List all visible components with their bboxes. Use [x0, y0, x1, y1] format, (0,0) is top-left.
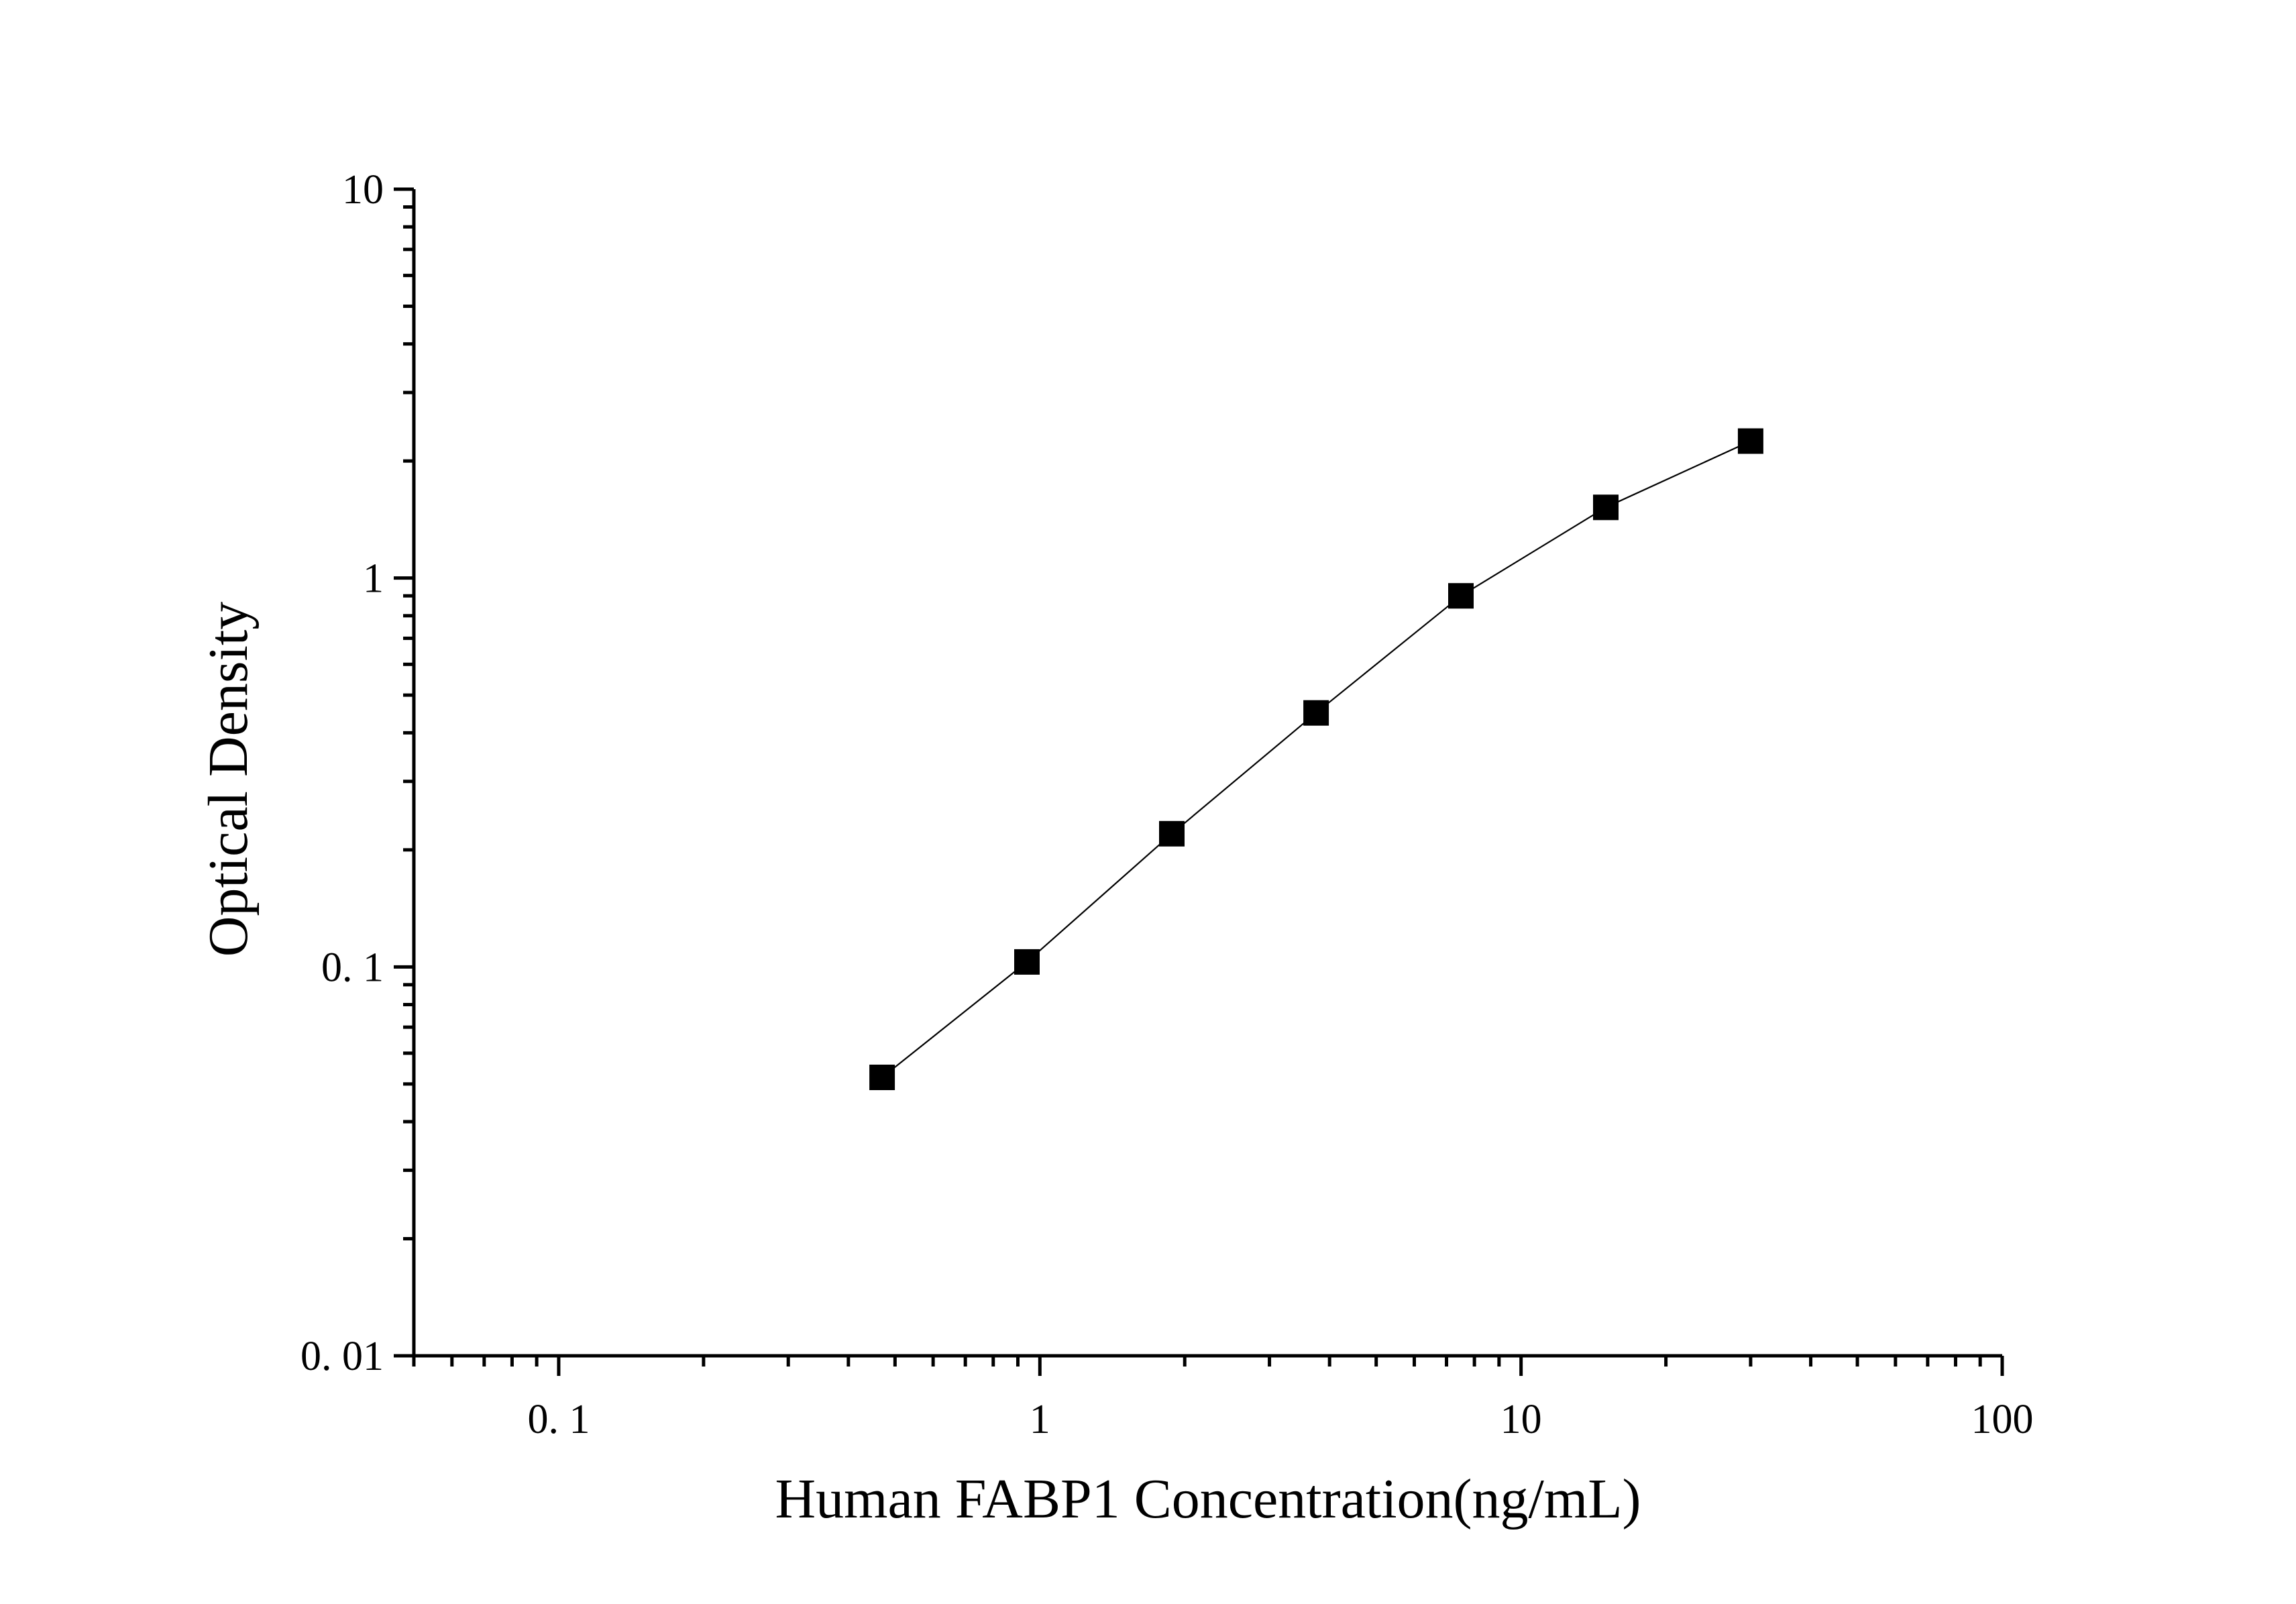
y-tick-label: 0. 1: [321, 945, 384, 990]
x-tick-label: 100: [1971, 1397, 2034, 1442]
axis-ticks: [394, 187, 2004, 1376]
data-point-marker: [1014, 949, 1040, 975]
data-point-marker: [1159, 820, 1185, 847]
y-tick-label: 1: [363, 556, 384, 602]
x-tick-label: 10: [1500, 1397, 1542, 1442]
y-tick-label: 0. 01: [300, 1334, 384, 1379]
y-tick-label: 10: [342, 167, 384, 213]
x-axis-title: Human FABP1 Concentration(ng/mL): [775, 1468, 1641, 1530]
x-tick-label: 1: [1030, 1397, 1050, 1442]
data-point-marker: [1737, 428, 1763, 454]
series-line: [881, 440, 1751, 1078]
axes: [412, 189, 2002, 1358]
data-point-marker: [1593, 494, 1619, 521]
data-point-marker: [1303, 700, 1329, 726]
data-point-marker: [1448, 583, 1474, 609]
x-tick-label: 0. 1: [527, 1397, 590, 1442]
tick-labels: 0. 01 0. 1 1 10 0. 1 1 10 100: [300, 167, 2034, 1442]
data-point-marker: [869, 1065, 895, 1090]
y-axis-title: Optical Density: [197, 602, 260, 957]
data-series: [869, 428, 1763, 1090]
